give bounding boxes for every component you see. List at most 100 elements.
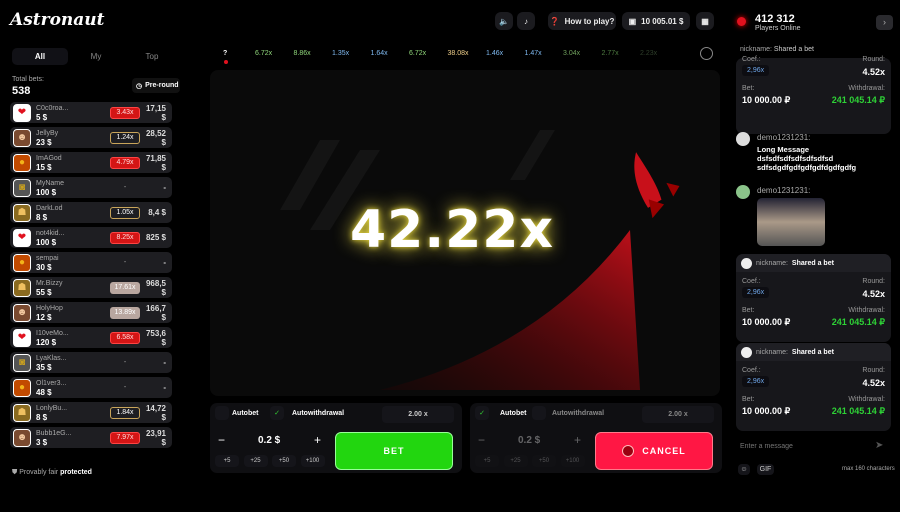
player-name: ImAGod <box>36 154 62 162</box>
bet-row: ❤ not4kid... 100 $ 8.25x 825 $ <box>10 227 172 248</box>
bet-amount: 35 $ <box>36 362 52 372</box>
cashout-coef: 3.43x <box>110 106 140 119</box>
autobet-label: Autobet <box>500 410 527 417</box>
quick-add-button[interactable]: +25 <box>243 455 268 467</box>
gif-button[interactable]: GIF <box>757 464 774 475</box>
menu-button[interactable]: ▦ <box>696 12 714 30</box>
online-label: Players Online <box>755 25 801 32</box>
cancel-button[interactable]: CANCEL <box>595 432 713 470</box>
round-value: 4.52x <box>862 378 885 388</box>
history-item[interactable]: 6.72x <box>255 50 273 57</box>
tab-all[interactable]: All <box>12 48 68 65</box>
history-item[interactable]: 1.35x <box>332 50 350 57</box>
bet-amount: 120 $ <box>36 337 57 347</box>
autobet-checkbox[interactable]: ✓ <box>475 406 489 420</box>
live-dot <box>224 60 228 64</box>
history-item[interactable]: 8.86x <box>293 50 311 57</box>
cashout-coef: 6.58x <box>110 331 140 344</box>
stop-icon <box>622 445 635 457</box>
increase-button[interactable]: + <box>314 433 322 447</box>
music-icon: ♪ <box>524 16 528 26</box>
sound-button[interactable]: 🔈 <box>495 12 513 30</box>
how-to-play-button[interactable]: ❓ How to play? <box>548 12 616 30</box>
autowithdrawal-checkbox[interactable]: ✓ <box>270 406 284 420</box>
message-line: Long Message <box>757 145 810 154</box>
history-item[interactable]: 2.77x <box>601 50 619 57</box>
message-input[interactable] <box>740 438 870 454</box>
autobet-checkbox[interactable] <box>215 406 229 420</box>
music-button[interactable]: ♪ <box>517 12 535 30</box>
withdrawal-value: 241 045.14 ₽ <box>831 406 885 416</box>
avatar: ◙ <box>13 178 31 197</box>
bet-label: Bet: <box>742 307 755 314</box>
history-item[interactable]: 1.46x <box>486 50 504 57</box>
win-amount: 968,5 $ <box>145 278 166 297</box>
quick-add-button[interactable]: +100 <box>300 455 325 467</box>
tab-top[interactable]: Top <box>145 52 159 61</box>
quick-add-button[interactable]: +50 <box>532 455 556 467</box>
quick-add-button[interactable]: +100 <box>560 455 585 467</box>
message-line: dsfsdfsdfsdfsdfsdfsd <box>757 154 834 163</box>
help-icon: ❓ <box>549 16 560 26</box>
win-amount: 71,85 $ <box>145 153 166 172</box>
cashout-coef: - <box>123 184 127 191</box>
player-name: HolyHop <box>36 304 63 312</box>
bet-label: Bet: <box>742 396 755 403</box>
decrease-button[interactable]: − <box>478 433 486 447</box>
cashout-coef: 7.97x <box>110 431 140 444</box>
bet-row: ☗ DarkLod 8 $ 1.05x 8,4 $ <box>10 202 172 223</box>
increase-button[interactable]: + <box>574 433 582 447</box>
win-amount: 17,15 $ <box>145 103 166 122</box>
autowithdrawal-checkbox[interactable] <box>532 406 546 420</box>
history-item[interactable]: 1.64x <box>370 50 388 57</box>
bet-amount-input[interactable]: 0.2 $ <box>518 435 541 446</box>
shared-bet-card[interactable]: nickname: Shared a bet Coef.: 2,96x Round… <box>736 343 891 431</box>
send-icon[interactable]: ➤ <box>875 440 884 451</box>
quick-add-button[interactable]: +50 <box>272 455 296 467</box>
history-clock-icon[interactable] <box>700 47 713 60</box>
shared-bet-card[interactable]: nickname: Shared a bet Coef.: 2,96x Round… <box>736 254 891 342</box>
bet-amount: 48 $ <box>36 387 52 397</box>
decrease-button[interactable]: − <box>218 433 226 447</box>
bet-label: Bet: <box>742 85 755 92</box>
withdrawal-label: Withdrawal: <box>848 307 885 314</box>
history-item[interactable]: 2.23x <box>640 50 658 57</box>
bet-amount: 8 $ <box>36 412 48 422</box>
collapse-chat-button[interactable]: › <box>876 15 893 30</box>
cashout-coef: 17.61x <box>110 281 140 294</box>
avatar: ☗ <box>13 403 31 422</box>
auto-coef-input[interactable]: 2.00 x <box>642 406 714 423</box>
bet-button[interactable]: BET <box>335 432 453 470</box>
autobet-label: Autobet <box>232 410 259 417</box>
player-name: Ol1ver3... <box>36 379 67 387</box>
win-amount: 825 $ <box>145 233 166 242</box>
avatar: ☗ <box>13 278 31 297</box>
provably-fair[interactable]: ⛊ Provably fair protected <box>12 469 92 477</box>
quick-add-button[interactable]: +25 <box>503 455 528 467</box>
history-item[interactable]: 38.08x <box>447 50 469 57</box>
current-round-marker: ? <box>223 50 228 57</box>
win-amount: - <box>163 183 166 192</box>
balance-button[interactable]: ▣ 10 005.01 $ <box>622 12 690 30</box>
menu-grid-icon: ▦ <box>701 16 709 26</box>
emoji-icon[interactable]: ☺ <box>738 464 750 475</box>
shared-header: nickname: Shared a bet <box>740 46 814 53</box>
quick-add-button[interactable]: +5 <box>475 455 499 467</box>
pre-round-button[interactable]: ◷ Pre-round <box>132 78 180 93</box>
history-item[interactable]: 1.47x <box>524 50 542 57</box>
cashout-coef: 1.05x <box>110 206 140 219</box>
bet-amount-input[interactable]: 0.2 $ <box>258 435 281 446</box>
withdrawal-value: 241 045.14 ₽ <box>831 317 885 327</box>
bet-amount: 55 $ <box>36 287 52 297</box>
cat-gif-image[interactable] <box>757 198 825 246</box>
quick-add-button[interactable]: +5 <box>215 455 239 467</box>
auto-coef-input[interactable]: 2.00 x <box>382 406 454 423</box>
speed-stripes <box>280 130 555 230</box>
shared-bet-card[interactable]: Coef.: 2,96x Round: 4.52x Bet: 10 000.00… <box>736 56 891 134</box>
history-item[interactable]: 6.72x <box>409 50 427 57</box>
tab-my[interactable]: My <box>90 52 102 61</box>
bet-amount: 12 $ <box>36 312 52 322</box>
history-item[interactable]: 3.04x <box>563 50 581 57</box>
win-amount: 753,6 $ <box>145 328 166 347</box>
rocket-icon <box>634 152 680 219</box>
